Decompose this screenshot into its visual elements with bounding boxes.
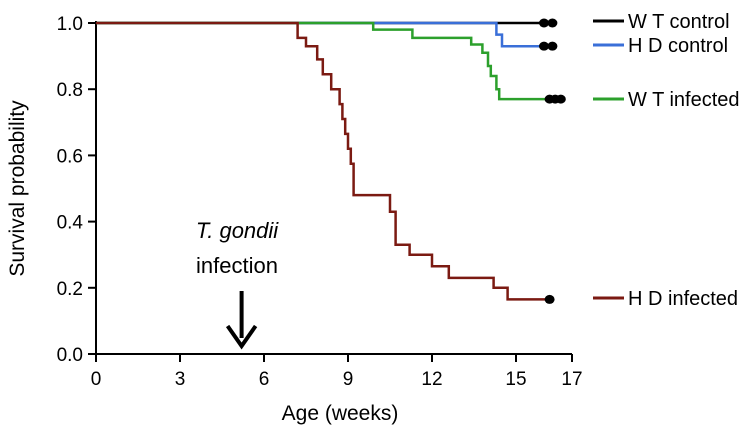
down-arrow-icon (225, 324, 258, 350)
annotation-text-line2: infection (196, 253, 278, 278)
axes: 0 3 6 9 12 15 17 0.0 0.2 0.4 0.6 0.8 1.0 (57, 14, 583, 390)
series-line-h-d-infected (96, 21, 550, 301)
x-tick-label: 12 (421, 369, 442, 390)
y-tick-label: 0.0 (57, 345, 83, 366)
x-tick-label: 9 (343, 369, 354, 390)
y-tick-label: 0.2 (57, 279, 83, 300)
censor-marker (539, 41, 549, 51)
y-tick-label: 1.0 (57, 14, 83, 35)
y-axis-title: Survival probability (6, 100, 29, 277)
x-tick-label: 6 (259, 369, 270, 390)
infection-annotation: T. gondii infection (196, 218, 279, 350)
legend-label-h-d-infected: H D infected (628, 288, 738, 310)
x-axis-title: Age (weeks) (282, 402, 399, 425)
legend-label-h-d-control: H D control (628, 35, 728, 57)
y-tick-label: 0.6 (57, 146, 83, 167)
censor-marker (555, 94, 566, 104)
x-tick-label: 0 (91, 369, 102, 390)
censor-marker (544, 294, 555, 304)
series-line-h-d-control (96, 21, 550, 48)
series-line-w-t-infected (96, 21, 553, 101)
legend-label-w-t-infected: W T infected (628, 89, 740, 111)
censor-marker (547, 18, 558, 28)
legend-label-w-t-control: W T control (628, 11, 730, 33)
annotation-text-line1: T. gondii (196, 218, 279, 243)
y-tick-label: 0.8 (57, 80, 83, 101)
censor-marker (547, 41, 558, 51)
x-tick-label: 17 (561, 369, 582, 390)
y-tick-label: 0.4 (57, 213, 84, 234)
plot-area (96, 18, 566, 304)
x-tick-label: 3 (175, 369, 186, 390)
censor-marker (539, 18, 549, 28)
x-tick-label: 15 (505, 369, 526, 390)
